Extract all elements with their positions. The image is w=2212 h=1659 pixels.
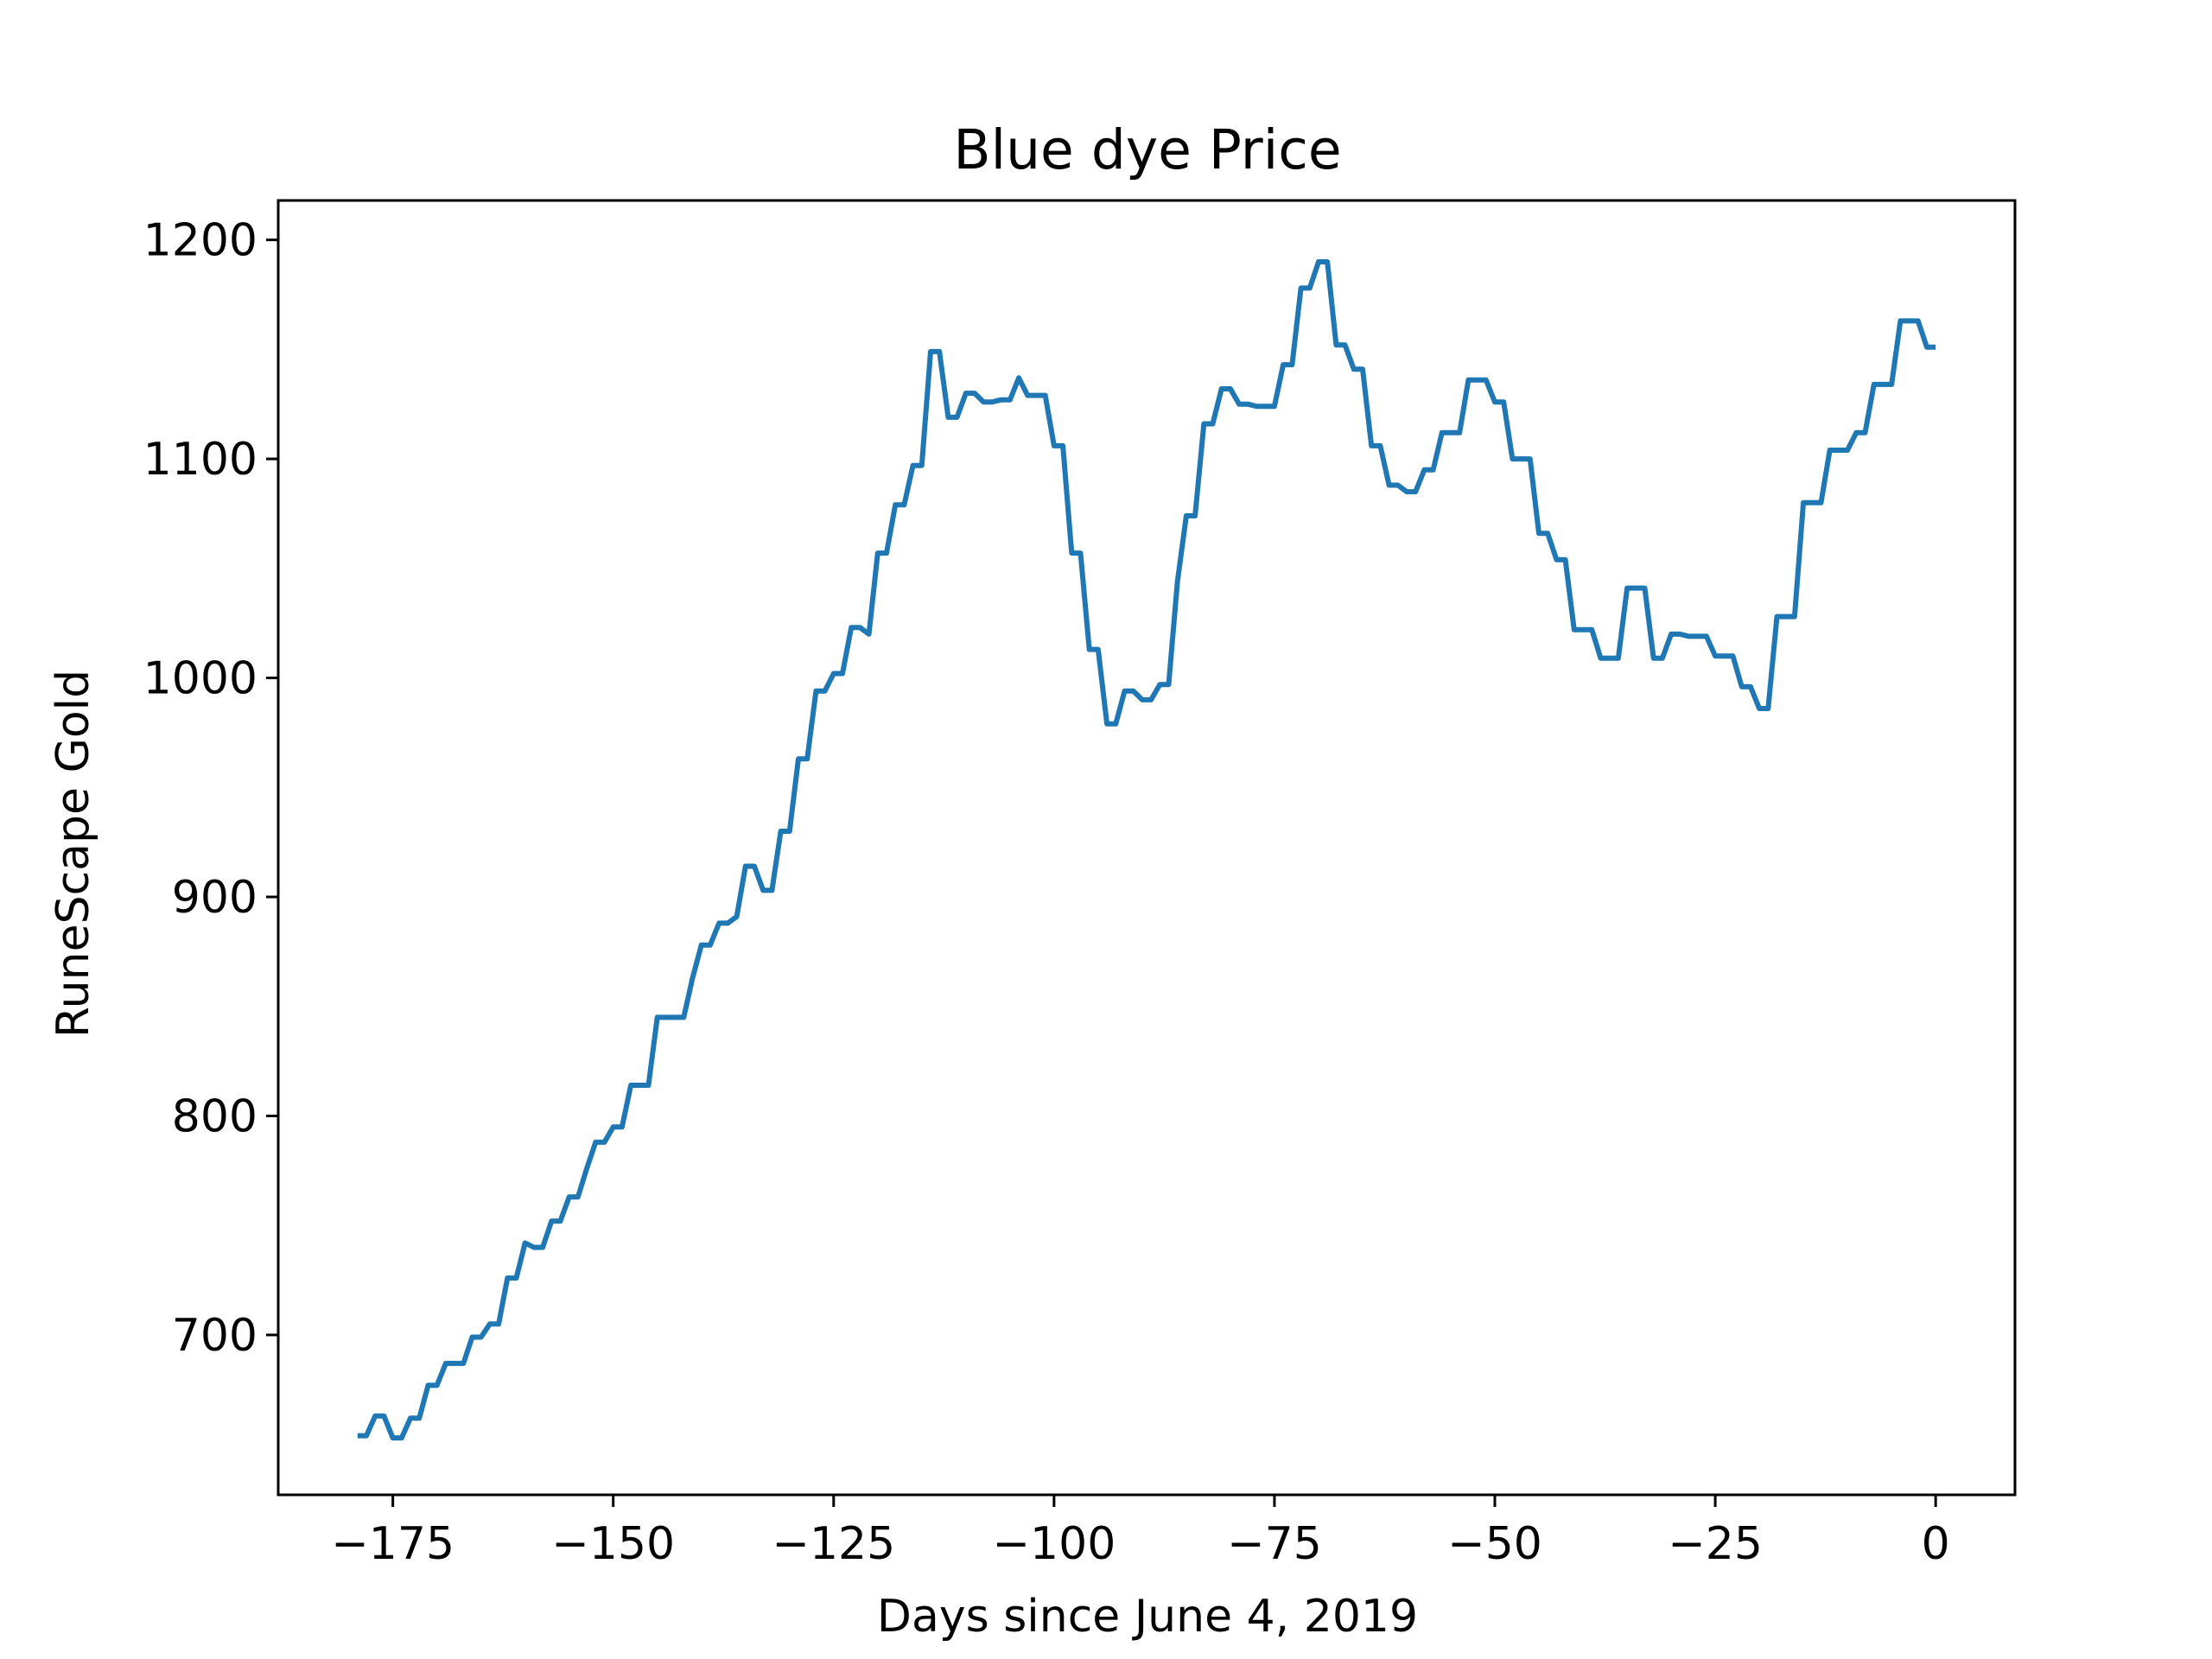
y-tick-label: 1200 [143,215,257,267]
y-tick-label: 900 [172,872,257,924]
x-tick-label: −150 [551,1518,675,1570]
y-axis-label: RuneScape Gold [48,670,99,1038]
plot-area [357,259,1936,1441]
x-tick-label: −75 [1227,1518,1322,1570]
x-axis: −175 −150 −125 −100 −75 −50 −25 0 [331,1495,1950,1570]
x-tick-label: 0 [1922,1518,1950,1570]
y-tick-label: 1000 [143,653,257,705]
x-tick-label: −100 [992,1518,1116,1570]
plot-frame [276,199,2017,1497]
price-line [357,259,1936,1441]
x-tick-label: −25 [1668,1518,1763,1570]
x-tick-label: −125 [772,1518,895,1570]
y-tick-label: 700 [172,1310,257,1362]
chart-title: Blue dye Price [953,118,1341,181]
x-tick-label: −175 [331,1518,454,1570]
y-axis: 700 800 900 1000 1100 1200 [143,215,278,1362]
y-tick-label: 800 [172,1090,257,1142]
x-tick-label: −50 [1447,1518,1542,1570]
x-axis-label: Days since June 4, 2019 [877,1591,1418,1643]
y-tick-label: 1100 [143,434,257,486]
